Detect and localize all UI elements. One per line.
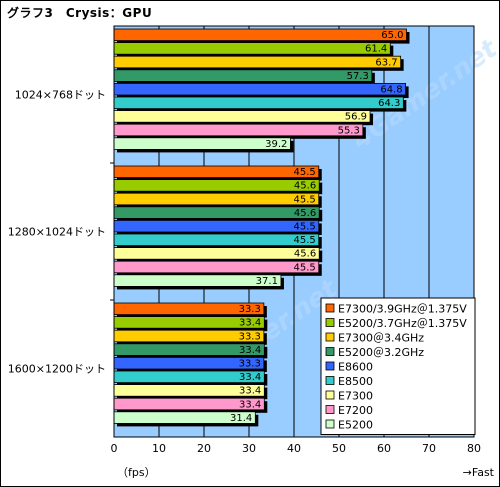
data-label: 64.3 xyxy=(378,98,400,109)
legend-label: E8500 xyxy=(338,375,373,388)
data-label: 63.7 xyxy=(375,57,397,68)
bar xyxy=(113,219,320,233)
bar xyxy=(113,179,320,192)
data-label: 45.6 xyxy=(294,249,316,260)
x-tick-label: 70 xyxy=(422,442,436,455)
x-tick-label: 10 xyxy=(152,442,166,455)
data-label: 33.4 xyxy=(239,372,261,383)
data-label: 37.1 xyxy=(256,276,278,287)
data-label: 33.4 xyxy=(239,345,261,356)
bar xyxy=(113,83,407,96)
x-tick-label: 80 xyxy=(467,442,481,455)
category-label: 1024×768ドット xyxy=(15,89,106,102)
legend-swatch xyxy=(325,332,335,342)
legend-label: E5200 xyxy=(338,419,373,432)
legend-label: E7300＠3.4GHz xyxy=(338,332,424,345)
legend-label: E5200＠3.2GHz xyxy=(338,346,424,359)
data-label: 45.6 xyxy=(294,181,316,192)
x-tick-label: 40 xyxy=(287,442,301,455)
plot-border xyxy=(113,25,475,438)
bar xyxy=(113,55,402,69)
data-label: 45.5 xyxy=(293,222,315,233)
data-label: 33.3 xyxy=(239,304,261,315)
x-tick-label: 0 xyxy=(111,442,118,455)
data-label: 57.3 xyxy=(347,71,369,82)
legend xyxy=(320,297,476,435)
legend-label: E7200 xyxy=(338,404,373,417)
legend-label: E7300 xyxy=(338,390,373,403)
data-label: 33.4 xyxy=(239,318,261,329)
bar xyxy=(113,192,320,206)
legend-swatch xyxy=(325,419,335,429)
bar xyxy=(113,206,320,219)
bar xyxy=(113,69,373,82)
bar xyxy=(113,260,320,274)
category-label: 1600×1200ドット xyxy=(8,363,106,376)
x-tick-label: 20 xyxy=(197,442,211,455)
x-tick-label: 30 xyxy=(242,442,256,455)
bar xyxy=(113,96,404,110)
x-axis-label: （fps） xyxy=(117,466,156,479)
x-tick-label: 50 xyxy=(332,442,346,455)
bar xyxy=(113,247,320,260)
legend-swatch xyxy=(325,390,335,400)
data-label: 33.3 xyxy=(239,359,261,370)
data-label: 56.9 xyxy=(345,112,367,123)
legend-swatch xyxy=(325,303,335,313)
data-label: 45.5 xyxy=(293,262,315,273)
x-axis-direction-label: →Fast xyxy=(463,466,495,479)
bar xyxy=(113,28,407,42)
bar xyxy=(113,137,291,150)
legend-swatch xyxy=(325,318,335,327)
bar xyxy=(113,165,320,179)
data-label: 45.6 xyxy=(294,208,316,219)
data-label: 31.4 xyxy=(230,413,252,424)
legend-swatch xyxy=(325,376,335,385)
bar xyxy=(113,233,320,247)
legend-swatch xyxy=(325,347,335,356)
data-label: 33.3 xyxy=(239,331,261,342)
x-tick-label: 60 xyxy=(377,442,391,455)
bar xyxy=(113,123,364,137)
bar xyxy=(113,110,371,123)
data-label: 45.5 xyxy=(293,235,315,246)
data-label: 55.3 xyxy=(338,125,360,136)
data-label: 33.4 xyxy=(239,399,261,410)
data-label: 65.0 xyxy=(381,30,403,41)
bar xyxy=(113,42,391,55)
data-label: 61.4 xyxy=(365,44,387,55)
legend-swatch xyxy=(325,405,335,414)
legend-label: E8600 xyxy=(338,361,373,374)
data-label: 45.5 xyxy=(293,194,315,205)
chart-title: グラフ3 Crysis：GPU xyxy=(7,6,153,20)
legend-label: E7300/3.9GHz＠1.375V xyxy=(338,303,467,316)
data-label: 64.8 xyxy=(380,85,402,96)
data-label: 39.2 xyxy=(265,139,287,150)
data-label: 33.4 xyxy=(239,386,261,397)
legend-label: E5200/3.7GHz＠1.375V xyxy=(338,317,467,330)
data-label: 45.5 xyxy=(293,167,315,178)
category-label: 1280×1024ドット xyxy=(8,226,106,239)
legend-swatch xyxy=(325,361,335,371)
